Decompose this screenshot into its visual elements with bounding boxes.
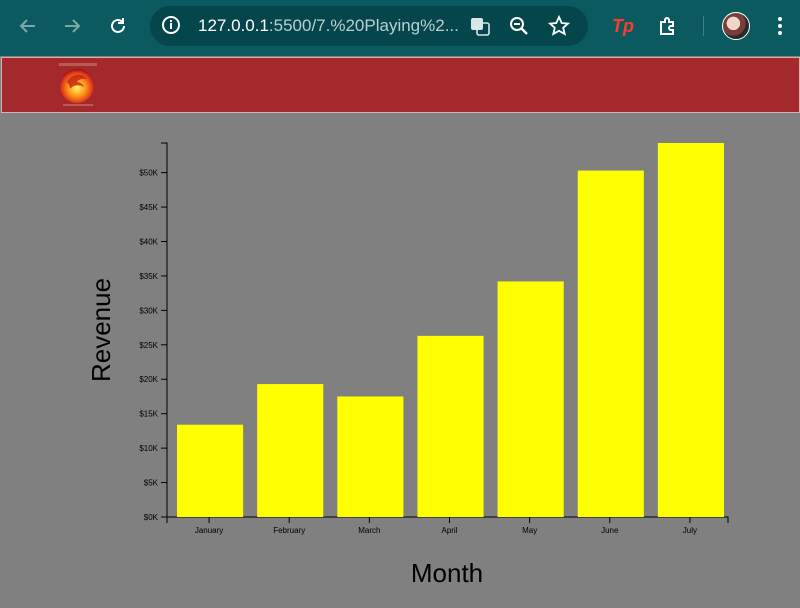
bookmark-star-icon[interactable] — [547, 14, 571, 38]
x-tick-label: February — [273, 526, 305, 535]
address-bar[interactable]: 127.0.0.1:5500/7.%20Playing%2... — [150, 6, 588, 46]
x-tick-label: April — [441, 526, 457, 535]
url-host: 127.0.0.1 — [198, 16, 269, 35]
back-icon[interactable] — [12, 10, 44, 42]
forward-icon[interactable] — [56, 10, 88, 42]
x-axis-line — [166, 516, 729, 523]
y-tick-label: $30K — [139, 306, 158, 315]
menu-dots-icon[interactable] — [770, 12, 790, 40]
bar-january — [177, 424, 244, 517]
y-axis-line — [161, 142, 168, 518]
y-tick-label: $40K — [139, 237, 158, 246]
reload-icon[interactable] — [102, 10, 134, 42]
y-tick-label: $20K — [139, 375, 158, 384]
y-tick-label: $0K — [144, 513, 159, 522]
x-tick-label: March — [358, 526, 380, 535]
x-tick-label: July — [683, 526, 697, 535]
browser-toolbar: 127.0.0.1:5500/7.%20Playing%2... Tp — [0, 0, 800, 56]
y-tick-label: $50K — [139, 169, 158, 178]
y-tick-label: $15K — [139, 410, 158, 419]
y-axis-label: Revenue — [86, 278, 116, 382]
x-axis: January February March April May June July — [166, 516, 729, 535]
tp-label: Tp — [612, 15, 634, 36]
zoom-icon[interactable] — [507, 14, 531, 38]
profile-avatar[interactable] — [722, 12, 750, 40]
y-tick-label: $25K — [139, 341, 158, 350]
translate-icon[interactable] — [468, 14, 492, 38]
toolbar-divider — [703, 16, 704, 36]
bar-june — [577, 170, 644, 517]
extensions-puzzle-icon[interactable] — [654, 12, 682, 40]
bar-february — [257, 384, 324, 517]
x-tick-label: June — [601, 526, 619, 535]
bars — [177, 143, 724, 517]
x-axis-label: Month — [411, 558, 483, 588]
bar-july — [657, 143, 724, 517]
fire-lion-logo — [59, 63, 97, 106]
url-path: :5500/7.%20Playing%2... — [268, 16, 459, 35]
x-tick-label: May — [522, 526, 537, 535]
extension-tp-icon[interactable]: Tp — [609, 12, 637, 40]
y-tick-label: $45K — [139, 203, 158, 212]
site-info-icon[interactable] — [161, 15, 181, 35]
y-axis: $0K $5K $10K $15K $20K $25K $30K $35K $40K $45K $5… — [139, 142, 168, 522]
url-text[interactable]: 127.0.0.1:5500/7.%20Playing%2... — [198, 16, 459, 36]
y-tick-label: $10K — [139, 444, 158, 453]
x-tick-label: January — [195, 526, 223, 535]
y-tick-label: $5K — [144, 479, 159, 488]
y-tick-label: $35K — [139, 272, 158, 281]
bar-may — [497, 281, 564, 517]
bar-march — [337, 396, 404, 517]
app-header — [1, 57, 800, 113]
bar-april — [417, 335, 484, 517]
revenue-bar-chart: $0K $5K $10K $15K $20K $25K $30K $35K $40K $45K $5… — [86, 142, 729, 588]
